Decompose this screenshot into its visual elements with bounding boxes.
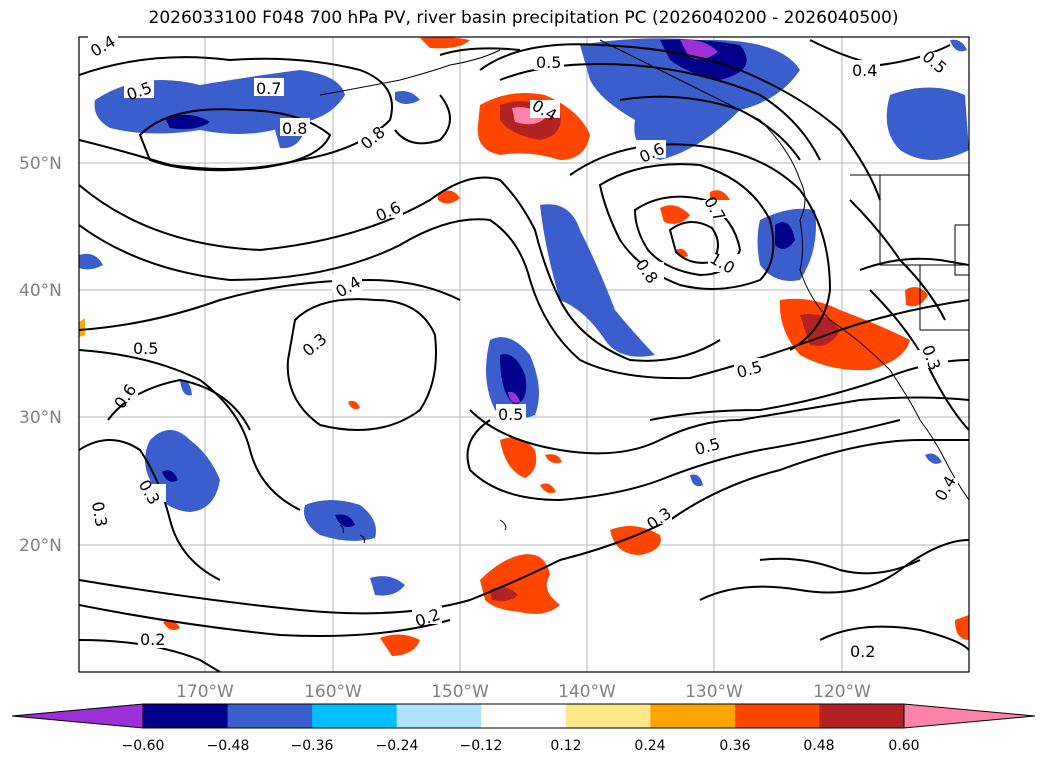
contour-label: 0.3: [88, 500, 111, 528]
lon-label: 120°W: [813, 682, 871, 702]
colorbar-segment: [819, 704, 905, 728]
colorbar-segment: [734, 704, 820, 728]
lat-label: 20°N: [19, 536, 62, 556]
colorbar-segments: [12, 704, 1035, 728]
colorbar-segment: [565, 704, 651, 728]
colorbar-ticks: −0.60 −0.48 −0.36 −0.24 −0.12 0.12 0.24 …: [122, 738, 920, 754]
colorbar-segment: [396, 704, 482, 728]
latitude-labels: 50°N 40°N 30°N 20°N: [19, 154, 62, 556]
colorbar-tick-label: −0.24: [376, 738, 419, 754]
colorbar-segment: [312, 704, 398, 728]
colorbar-tick-label: −0.48: [207, 738, 250, 754]
contour-label: 0.5: [133, 339, 158, 358]
lon-label: 170°W: [176, 682, 234, 702]
contour-label: 0.7: [256, 79, 281, 98]
colorbar-tick-label: 0.12: [550, 738, 581, 754]
contour-label: 0.2: [140, 630, 165, 649]
longitude-labels: 170°W 160°W 150°W 140°W 130°W 120°W: [176, 682, 871, 702]
coastlines: [319, 39, 969, 544]
contour-label-group: 0.4 0.5 0.7 0.8 0.8 0.5 0.4 0.5 0.6 0.8 …: [87, 31, 960, 661]
colorbar-extend-min: [12, 704, 143, 728]
colorbar: −0.60 −0.48 −0.36 −0.24 −0.12 0.12 0.24 …: [11, 703, 1036, 754]
colorbar-segment: [650, 704, 736, 728]
contour-label: 0.2: [850, 642, 875, 661]
pv-contours: [79, 39, 969, 672]
colorbar-segment: [227, 704, 313, 728]
graticule: [79, 37, 969, 672]
lon-label: 160°W: [304, 682, 362, 702]
lon-label: 150°W: [431, 682, 489, 702]
colorbar-tick-label: 0.24: [634, 738, 665, 754]
colorbar-extend-max: [904, 704, 1035, 728]
contour-label: 0.4: [852, 61, 877, 80]
colorbar-tick-label: −0.60: [122, 738, 165, 754]
colorbar-tick-label: 0.60: [888, 738, 919, 754]
lat-label: 50°N: [19, 154, 62, 174]
contour-label: 0.5: [536, 53, 561, 72]
positive-anomaly-shading: [79, 37, 969, 656]
colorbar-tick-label: 0.48: [803, 738, 834, 754]
colorbar-segment: [481, 704, 567, 728]
colorbar-tick-label: −0.12: [460, 738, 503, 754]
contour-label: 0.5: [498, 405, 523, 424]
map-title: 2026033100 F048 700 hPa PV, river basin …: [148, 8, 899, 28]
colorbar-segment: [143, 704, 229, 728]
colorbar-tick-label: 0.36: [719, 738, 750, 754]
colorbar-tick-label: −0.36: [291, 738, 334, 754]
lat-label: 40°N: [19, 281, 62, 301]
lon-label: 130°W: [685, 682, 743, 702]
negative-anomaly-shading: [79, 38, 969, 596]
lat-label: 30°N: [19, 408, 62, 428]
map-frame: [78, 36, 970, 673]
contour-label: 0.8: [282, 119, 307, 138]
lon-label: 140°W: [558, 682, 616, 702]
